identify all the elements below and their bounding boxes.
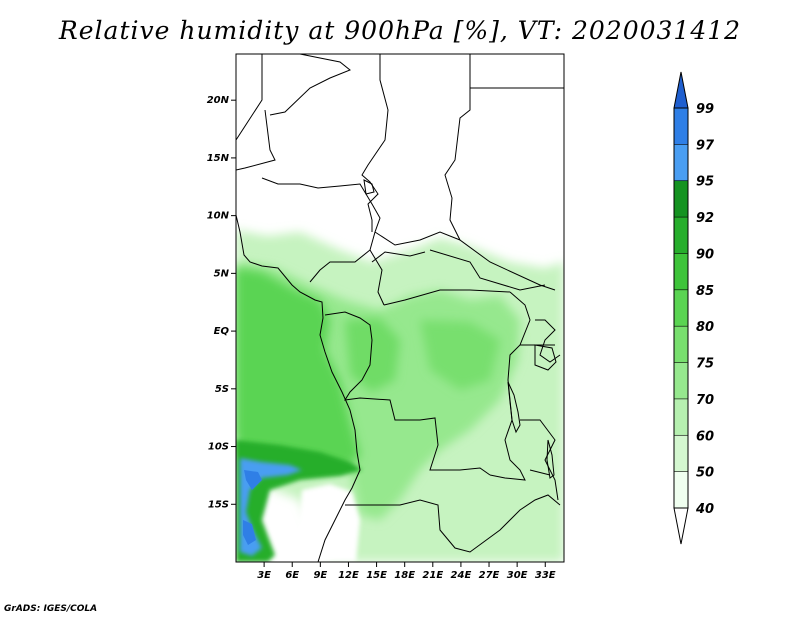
colorbar-swatch [674, 326, 688, 363]
border-cameroon-car [369, 231, 546, 306]
humidity-field [236, 54, 564, 562]
longitude-axis: 3E 6E 9E 12E 15E 18E 21E 24E 27E 30E 33E [257, 562, 556, 581]
lon-tick-label: 18E [394, 570, 415, 581]
lon-tick-label: 9E [313, 570, 327, 581]
lat-tick-label: 15S [208, 499, 229, 510]
lake-malawi [546, 439, 555, 479]
colorbar-label: 80 [696, 320, 714, 335]
map-title: Relative humidity at 900hPa [%], VT: 202… [58, 16, 742, 45]
colorbar-swatch [674, 253, 688, 290]
border-north [236, 54, 564, 291]
lake-chad [363, 179, 375, 195]
colorbar-label: 75 [696, 357, 714, 372]
colorbar-swatch [674, 471, 688, 508]
map-frame [235, 53, 565, 563]
lat-tick-label: 5S [215, 384, 229, 395]
lon-tick-label: 12E [338, 570, 359, 581]
lat-tick-label: 10S [208, 442, 229, 453]
colorbar-swatch [674, 144, 688, 181]
colorbar-label: 99 [696, 102, 714, 117]
colorbar-label: 70 [696, 393, 714, 408]
lon-tick-label: 21E [422, 570, 443, 581]
colorbar-swatch [674, 217, 688, 254]
colorbar-label: 92 [696, 211, 714, 226]
rh-field-85-east [420, 320, 500, 390]
lon-tick-label: 6E [285, 570, 299, 581]
colorbar-swatch [674, 398, 688, 436]
colorbar-swatch [674, 362, 688, 399]
colorbar-swatch [674, 108, 688, 145]
colorbar-swatch [674, 289, 688, 327]
colorbar-swatch [674, 180, 688, 218]
colorbar-label: 95 [696, 175, 714, 190]
rh-field-85-interior [345, 318, 400, 392]
rh-field-85 [236, 268, 360, 470]
colorbar-lower-arrow [673, 507, 689, 545]
lat-tick-label: 10N [207, 211, 230, 222]
lon-tick-label: 30E [507, 570, 528, 581]
latitude-axis: 20N 15N 10N 5N EQ 5S 10S 15S [207, 95, 236, 510]
lat-tick-label: 20N [207, 95, 230, 106]
border-angola-south [345, 494, 561, 553]
colorbar-label: 97 [696, 138, 715, 153]
lon-tick-label: 24E [451, 570, 472, 581]
lat-tick-label: EQ [214, 326, 230, 337]
colorbar-label: 85 [696, 284, 714, 299]
lake-tanganyika [507, 381, 521, 434]
lon-tick-label: 3E [257, 570, 271, 581]
lat-tick-label: 15N [207, 153, 230, 164]
colorbar-swatch [674, 435, 688, 472]
lake-victoria [534, 344, 557, 371]
border-nigeria [261, 177, 381, 283]
coastline-west [236, 214, 361, 562]
lon-tick-label: 15E [366, 570, 387, 581]
lon-tick-label: 33E [535, 570, 556, 581]
colorbar-label: 90 [696, 247, 714, 262]
lon-tick-label: 27E [479, 570, 500, 581]
rh-field-97 [243, 470, 262, 545]
border-congo [324, 311, 491, 476]
grads-credit: GrADS: IGES/COLA [4, 604, 98, 614]
colorbar-label: 40 [695, 502, 714, 517]
colorbar-label: 50 [696, 466, 714, 481]
colorbar-label: 60 [696, 429, 714, 444]
colorbar-upper-arrow [673, 71, 689, 109]
lat-tick-label: 5N [214, 268, 230, 279]
colorbar: 40 50 60 70 75 80 85 90 92 95 97 99 [673, 71, 715, 545]
country-borders [236, 54, 564, 562]
rh-dry-region [298, 484, 360, 562]
border-east-africa [520, 319, 561, 501]
